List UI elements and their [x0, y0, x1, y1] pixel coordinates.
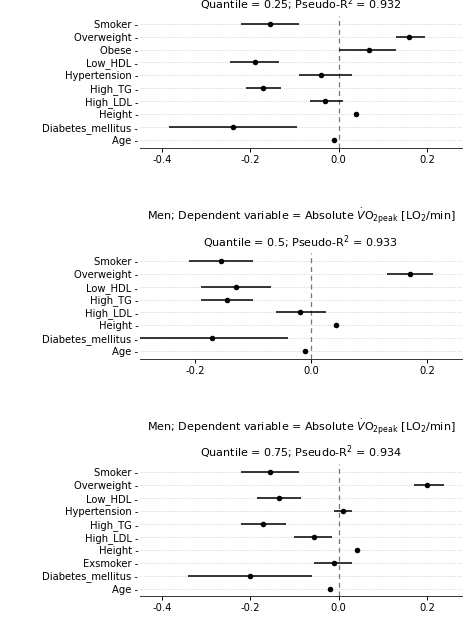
Title: Men; Dependent variable = Absolute $\dot{V}$O$_{2\rm{peak}}$ [LO$_2$/min]
Quanti: Men; Dependent variable = Absolute $\dot… — [147, 0, 455, 13]
Title: Men; Dependent variable = Absolute $\dot{V}$O$_{2\rm{peak}}$ [LO$_2$/min]
Quanti: Men; Dependent variable = Absolute $\dot… — [147, 418, 455, 461]
Title: Men; Dependent variable = Absolute $\dot{V}$O$_{2\rm{peak}}$ [LO$_2$/min]
Quanti: Men; Dependent variable = Absolute $\dot… — [147, 207, 455, 251]
